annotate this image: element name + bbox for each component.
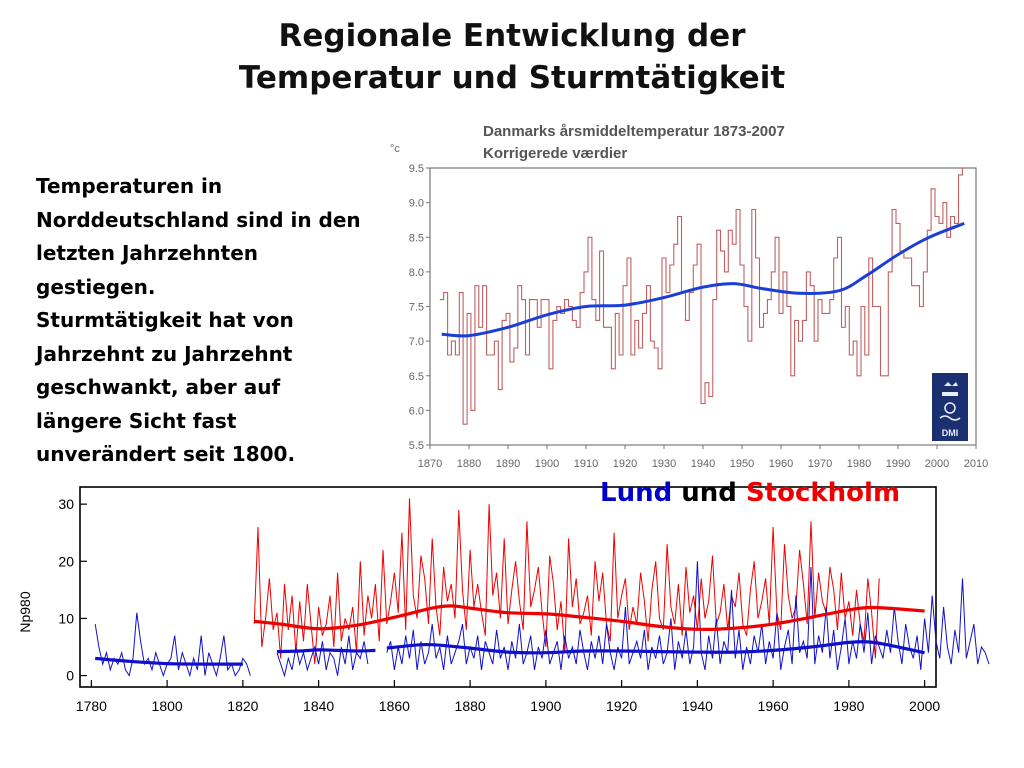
legend-lund: Lund	[600, 478, 673, 508]
dk-y-tick-label: 6.5	[409, 371, 424, 383]
text-line: unverändert seit 1800.	[36, 442, 296, 466]
lund-annual-line	[276, 635, 369, 678]
sw-x-tick-label: 1940	[682, 698, 713, 714]
text-line: geschwankt, aber auf	[36, 375, 281, 399]
dk-y-tick-label: 6.0	[409, 405, 424, 417]
dk-x-tick-label: 1990	[886, 458, 910, 470]
dk-y-tick-label: 7.5	[409, 302, 424, 314]
sw-x-tick-label: 1920	[606, 698, 637, 714]
sw-y-tick-label: 20	[58, 553, 74, 569]
dmi-wave-icon	[939, 415, 961, 421]
sw-y-tick-label: 0	[66, 668, 74, 684]
dmi-logo: DMI	[932, 373, 968, 441]
storm-activity-chart: 0 10 20 30 1780 1800 1820 1840 1860 1880 1900 1920…	[17, 486, 990, 714]
sw-x-tick-label: 1820	[227, 698, 258, 714]
lund-annual-line	[386, 561, 990, 671]
lund-smoothed-line	[95, 656, 243, 666]
description-text: Temperaturen in Norddeutschland sind in …	[36, 170, 376, 472]
dk-x-tick-label: 1980	[847, 458, 871, 470]
dk-y-unit-label: °c	[390, 143, 400, 155]
dk-chart-subtitle: Korrigerede værdier	[483, 145, 627, 162]
dk-x-tick-label: 1940	[691, 458, 715, 470]
slide-title-line-2: Temperatur und Sturmtätigkeit	[238, 60, 786, 96]
lund-annual-line	[94, 612, 251, 678]
text-line: längere Sicht fast	[36, 408, 237, 433]
sw-y-tick-label: 10	[58, 610, 74, 626]
dk-plot-area	[429, 167, 977, 446]
sw-x-tick-label: 1880	[455, 698, 486, 714]
sw-x-tick-label: 2000	[909, 698, 940, 714]
lund-smoothed-line	[276, 648, 376, 654]
dk-y-tick-label: 8.5	[409, 232, 424, 244]
dk-x-tick-label: 1950	[730, 458, 754, 470]
sw-x-tick-label: 1780	[76, 698, 107, 714]
dmi-sun-icon	[944, 402, 956, 414]
sw-x-tick-label: 1980	[833, 698, 864, 714]
dmi-crown-icon	[942, 382, 958, 396]
dk-x-tick-label: 1890	[496, 458, 520, 470]
legend-connector: und	[672, 478, 746, 508]
sw-x-tick-label: 1860	[379, 698, 410, 714]
dk-smoothed-temperature-line	[441, 222, 965, 338]
danish-temperature-chart: Danmarks årsmiddeltemperatur 1873-2007 K…	[390, 123, 988, 470]
sw-y-tick-label: 30	[58, 496, 74, 512]
storm-legend: Lund und Stockholm	[600, 478, 900, 508]
dk-y-tick-label: 9.0	[409, 198, 424, 210]
text-line: Norddeutschland sind in den	[36, 207, 361, 232]
text-line: Temperaturen in	[36, 174, 223, 198]
dk-x-tick-label: 2010	[964, 458, 988, 470]
dk-x-tick-label: 1970	[808, 458, 832, 470]
stockholm-annual-line	[253, 498, 880, 665]
dk-x-tick-label: 1870	[418, 458, 442, 470]
sw-y-axis-label: Np980	[17, 591, 33, 632]
dk-y-tick-label: 8.0	[409, 267, 424, 279]
dk-x-tick-label: 1910	[574, 458, 598, 470]
dk-y-tick-label: 9.5	[409, 163, 424, 175]
dk-x-tick-label: 1880	[457, 458, 481, 470]
text-line: Sturmtätigkeit hat von	[36, 308, 294, 332]
dk-chart-title: Danmarks årsmiddeltemperatur 1873-2007	[483, 123, 785, 140]
sw-x-tick-label: 1840	[303, 698, 334, 714]
text-line: Jahrzehnt zu Jahrzehnt	[36, 341, 293, 366]
dk-y-tick-label: 7.0	[409, 336, 424, 348]
dk-annual-temperature-line	[439, 167, 967, 425]
sw-x-tick-label: 1960	[758, 698, 789, 714]
stockholm-smoothed-line	[254, 604, 925, 631]
dk-x-tick-label: 2000	[925, 458, 949, 470]
text-line: gestiegen.	[36, 274, 156, 299]
text-line: letzten Jahrzehnten	[36, 241, 259, 265]
dk-x-tick-label: 1900	[535, 458, 559, 470]
lund-smoothed-line	[386, 640, 925, 655]
sw-x-tick-label: 1900	[530, 698, 561, 714]
sw-x-tick-label: 1800	[152, 698, 183, 714]
dmi-logo-text: DMI	[942, 428, 959, 438]
dk-x-tick-label: 1920	[613, 458, 637, 470]
dk-x-tick-label: 1930	[652, 458, 676, 470]
legend-stockholm: Stockholm	[745, 478, 901, 508]
slide-title-line-1: Regionale Entwicklung der	[278, 18, 746, 54]
dk-x-tick-label: 1960	[769, 458, 793, 470]
dk-y-tick-label: 5.5	[409, 440, 424, 452]
